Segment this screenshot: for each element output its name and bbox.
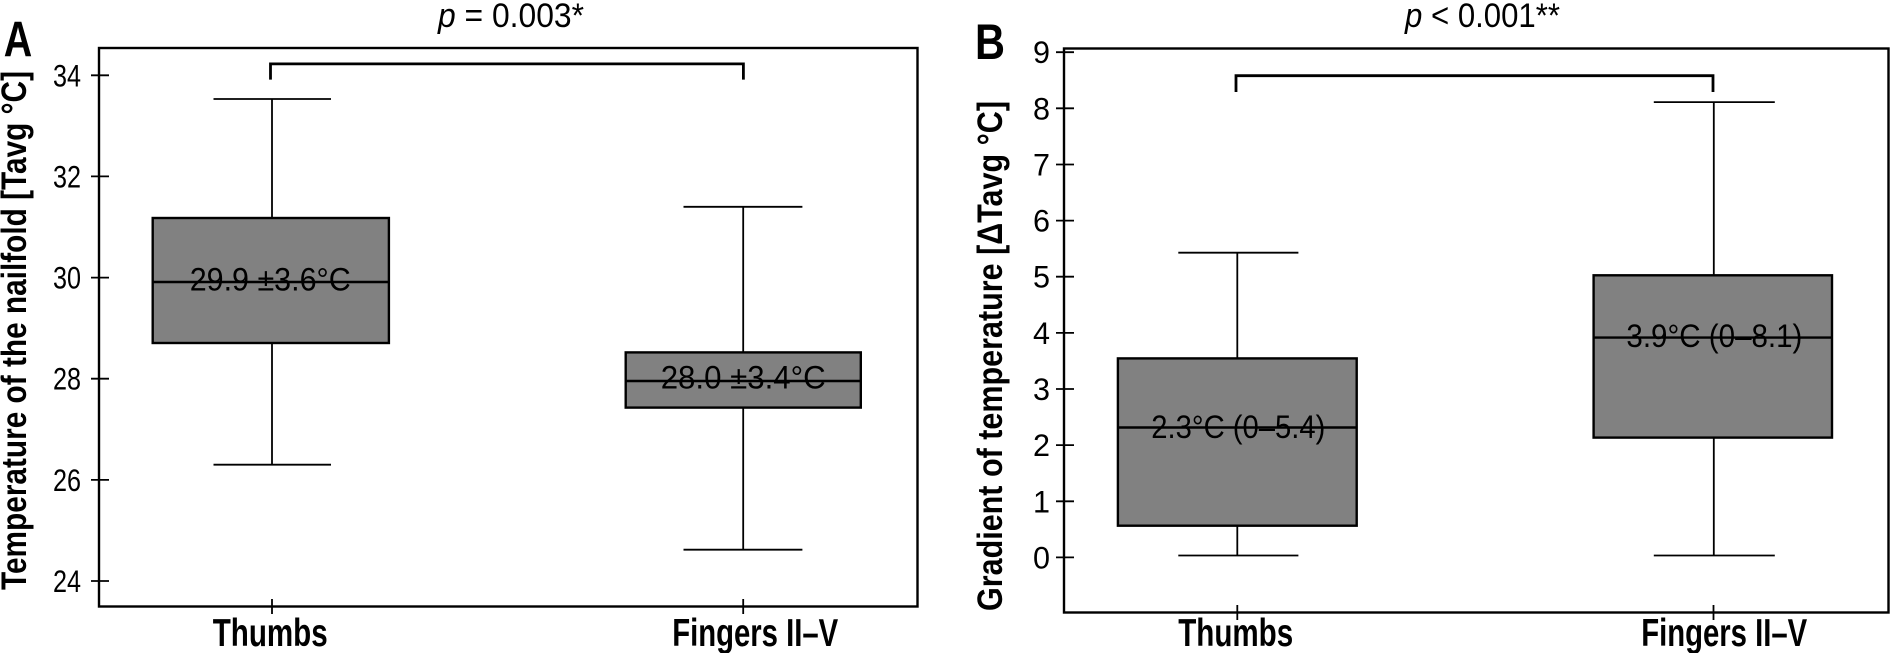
svg-text:B: B <box>975 14 1005 70</box>
svg-text:26: 26 <box>53 462 81 498</box>
svg-text:A: A <box>4 12 33 68</box>
svg-text:Fingers II–V: Fingers II–V <box>672 612 838 653</box>
svg-text:1: 1 <box>1033 483 1050 519</box>
svg-text:9: 9 <box>1033 34 1050 70</box>
svg-text:3.9°C (0–8.1): 3.9°C (0–8.1) <box>1626 318 1802 354</box>
svg-text:5: 5 <box>1033 259 1050 295</box>
svg-text:6: 6 <box>1033 203 1050 239</box>
svg-text:Gradient of temperature [ΔTavg: Gradient of temperature [ΔTavg °C] <box>971 101 1010 611</box>
svg-text:p = 0.003*: p = 0.003* <box>437 0 584 35</box>
svg-text:p < 0.001**: p < 0.001** <box>1404 0 1560 35</box>
svg-text:29.9 ±3.6°C: 29.9 ±3.6°C <box>190 262 351 298</box>
svg-text:Thumbs: Thumbs <box>1178 612 1293 653</box>
svg-text:7: 7 <box>1033 147 1050 183</box>
svg-text:24: 24 <box>53 563 81 599</box>
svg-text:2: 2 <box>1033 427 1050 463</box>
svg-text:28: 28 <box>53 361 81 397</box>
svg-text:Temperature of the nailfold [T: Temperature of the nailfold [Tavg °C] <box>0 71 34 590</box>
svg-text:30: 30 <box>53 260 81 296</box>
svg-text:2.3°C (0–5.4): 2.3°C (0–5.4) <box>1151 409 1325 445</box>
svg-text:3: 3 <box>1033 371 1050 407</box>
svg-text:Fingers II–V: Fingers II–V <box>1641 612 1807 653</box>
svg-text:28.0 ±3.4°C: 28.0 ±3.4°C <box>661 360 826 396</box>
svg-text:34: 34 <box>53 57 81 93</box>
svg-text:Thumbs: Thumbs <box>213 612 328 653</box>
svg-text:32: 32 <box>53 158 81 194</box>
svg-text:0: 0 <box>1033 539 1050 575</box>
svg-text:4: 4 <box>1033 315 1050 351</box>
svg-text:8: 8 <box>1033 90 1050 126</box>
